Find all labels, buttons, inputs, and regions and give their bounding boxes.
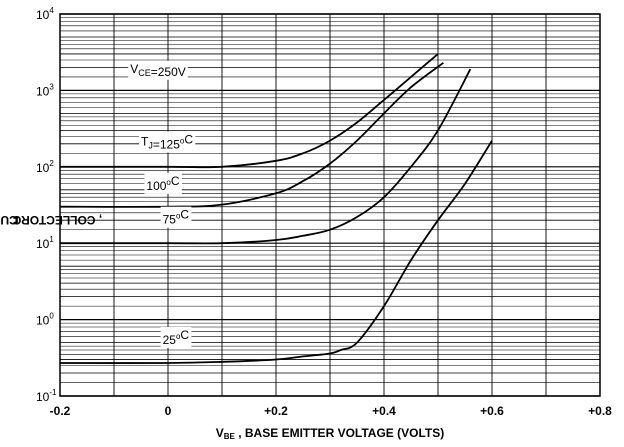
annotation-t100: 100oC — [146, 174, 179, 193]
x-axis-label: VBE , BASE EMITTER VOLTAGE (VOLTS) — [215, 426, 445, 441]
series-line — [59, 53, 439, 169]
y-tick-label: 102 — [36, 159, 54, 175]
annotation-background — [139, 131, 196, 153]
x-tick-label: +0.6 — [480, 404, 504, 418]
tick-labels: -0.2 0 +0.2 +0.4 +0.6 +0.8 10-1 100 101 102 103 104 — [36, 6, 612, 418]
annotations-layer: VCE=250V TJ=125oC 100oC 75oC 25oC — [128, 60, 196, 348]
annotation-background — [160, 206, 192, 228]
annotation-t75: 75oC — [163, 208, 190, 227]
annotation-t25: 25oC — [163, 328, 190, 347]
grid — [59, 13, 601, 397]
y-tick-label: 100 — [36, 312, 54, 328]
annotation-tj125: TJ=125oC — [141, 133, 193, 152]
series-line — [59, 140, 493, 364]
annotation-background — [128, 60, 188, 80]
annotation-vce: VCE=250V — [130, 62, 186, 79]
x-tick-label: +0.8 — [588, 404, 612, 418]
y-tick-label: 101 — [36, 235, 54, 251]
y-tick-label: 104 — [36, 6, 54, 22]
annotation-background — [160, 326, 192, 348]
x-tick-label: -0.2 — [50, 404, 71, 418]
plot-frame — [59, 13, 601, 397]
x-tick-label: 0 — [165, 404, 172, 418]
series-line — [59, 62, 444, 208]
series-layer — [59, 53, 493, 364]
x-tick-label: +0.2 — [264, 404, 288, 418]
y-tick-label: 103 — [36, 82, 54, 98]
y-tick-label: 10-1 — [36, 388, 57, 404]
x-tick-label: +0.4 — [372, 404, 396, 418]
series-line — [60, 68, 472, 245]
annotation-background — [144, 172, 182, 194]
